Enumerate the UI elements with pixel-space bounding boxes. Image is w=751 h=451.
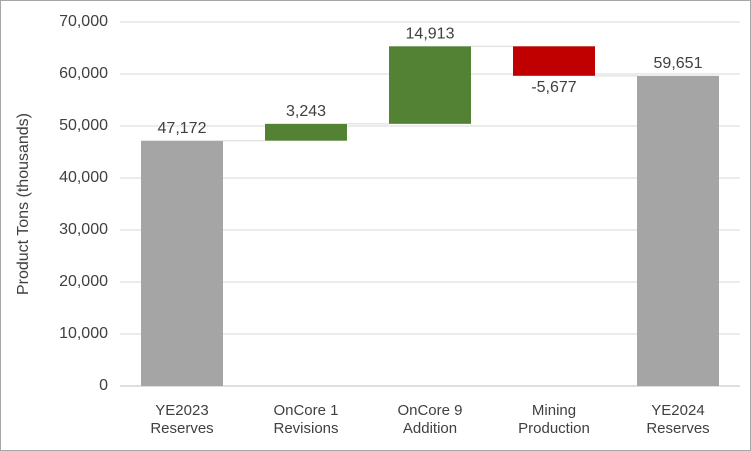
y-tick-label: 10,000 bbox=[59, 325, 108, 342]
bar bbox=[389, 46, 471, 124]
bar bbox=[141, 140, 223, 386]
x-tick-line: YE2024 bbox=[651, 402, 704, 419]
bar bbox=[637, 75, 719, 387]
x-tick-line: Production bbox=[518, 420, 590, 437]
x-tick-label: OnCore 9 Addition bbox=[397, 402, 462, 437]
y-axis-title: Product Tons (thousands) bbox=[15, 113, 32, 295]
y-tick-label: 0 bbox=[99, 377, 108, 394]
x-tick-line: Addition bbox=[403, 420, 457, 437]
y-tick-label: 70,000 bbox=[59, 13, 108, 30]
x-tick-line: OnCore 9 bbox=[397, 402, 462, 419]
data-label: 47,172 bbox=[158, 120, 207, 137]
x-tick-label: YE2024 Reserves bbox=[646, 402, 709, 437]
y-tick-label: 50,000 bbox=[59, 117, 108, 134]
data-label: 59,651 bbox=[654, 55, 703, 72]
bar bbox=[513, 46, 595, 76]
y-tick-label: 60,000 bbox=[59, 65, 108, 82]
x-tick-line: YE2023 bbox=[155, 402, 208, 419]
x-tick-line: Mining bbox=[532, 402, 576, 419]
data-label: 3,243 bbox=[286, 103, 326, 120]
x-tick-label: OnCore 1 Revisions bbox=[273, 402, 338, 437]
x-tick-line: OnCore 1 bbox=[273, 402, 338, 419]
x-tick-label: YE2023 Reserves bbox=[150, 402, 213, 437]
y-tick-label: 20,000 bbox=[59, 273, 108, 290]
x-tick-line: Revisions bbox=[273, 420, 338, 437]
data-label: -5,677 bbox=[531, 79, 576, 96]
bar bbox=[265, 123, 347, 141]
x-tick-line: Reserves bbox=[646, 420, 709, 437]
data-label: 14,913 bbox=[406, 26, 455, 43]
y-tick-label: 40,000 bbox=[59, 169, 108, 186]
y-tick-label: 30,000 bbox=[59, 221, 108, 238]
x-tick-line: Reserves bbox=[150, 420, 213, 437]
x-tick-label: Mining Production bbox=[518, 402, 590, 437]
